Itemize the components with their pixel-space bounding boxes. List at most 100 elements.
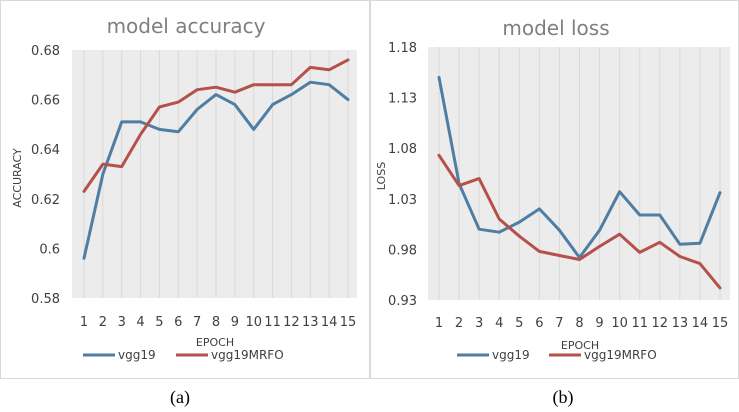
loss-x-tick-label: 10 (611, 316, 628, 331)
accuracy-x-tick-label: 5 (155, 315, 163, 330)
accuracy-chart-title: model accuracy (107, 14, 266, 38)
loss-series-vgg19-point (638, 213, 641, 217)
accuracy-y-tick-label: 0.58 (31, 292, 60, 307)
loss-series-vgg19MRFO-point (678, 255, 682, 258)
loss-y-tick-label: 1.13 (388, 92, 417, 107)
loss-series-vgg19-point (618, 190, 621, 193)
loss-series-vgg19MRFO-point (598, 245, 601, 248)
loss-y-tick-label: 0.98 (388, 243, 417, 258)
accuracy-x-tick-label: 9 (231, 315, 239, 330)
loss-x-tick-label: 5 (515, 316, 523, 331)
legend-label-vgg19: vgg19 (118, 348, 156, 362)
accuracy-series-vgg19MRFO-point (327, 68, 331, 72)
accuracy-x-tick-label: 8 (212, 315, 220, 330)
accuracy-series-vgg19-point (327, 83, 331, 86)
accuracy-series-vgg19-point (233, 103, 237, 106)
loss-series-vgg19MRFO-point (698, 262, 702, 265)
accuracy-series-vgg19MRFO-point (290, 83, 293, 86)
loss-series-vgg19-point (437, 76, 441, 79)
accuracy-series-vgg19MRFO-point (82, 190, 86, 193)
accuracy-x-tick-label: 11 (264, 315, 281, 330)
accuracy-x-tick-label: 3 (118, 315, 126, 330)
accuracy-series-vgg19-point (120, 120, 123, 124)
accuracy-y-tick-label: 0.68 (31, 44, 60, 59)
loss-legend: vgg19 vgg19MRFO (457, 348, 657, 362)
loss-x-tick-label: 4 (495, 316, 503, 331)
loss-series-vgg19-point (658, 213, 661, 217)
accuracy-series-vgg19-point (290, 93, 293, 96)
loss-series-vgg19MRFO-point (437, 154, 441, 157)
accuracy-series-vgg19MRFO-point (120, 165, 123, 168)
accuracy-series-vgg19-point (195, 108, 199, 111)
accuracy-series-vgg19-point (271, 103, 274, 106)
accuracy-plot-background (72, 50, 357, 298)
loss-x-tick-label: 8 (575, 316, 583, 331)
accuracy-y-tick-label: 0.62 (31, 193, 60, 208)
accuracy-series-vgg19MRFO-point (309, 66, 312, 69)
loss-series-vgg19-point (718, 191, 722, 194)
loss-series-vgg19MRFO-point (718, 286, 722, 290)
accuracy-series-vgg19-point (177, 130, 180, 134)
accuracy-x-tick-label: 12 (283, 315, 300, 330)
loss-x-tick-label: 7 (555, 316, 563, 331)
loss-series-vgg19MRFO-point (538, 250, 541, 253)
legend-label-vgg19MRFO: vgg19MRFO (211, 348, 284, 362)
loss-series-vgg19MRFO-point (558, 254, 561, 257)
loss-series-vgg19MRFO-point (658, 241, 661, 244)
accuracy-series-vgg19-point (158, 128, 161, 131)
accuracy-x-tick-label: 6 (174, 315, 182, 330)
loss-series-vgg19MRFO-point (457, 184, 461, 187)
loss-x-tick-label: 15 (712, 316, 729, 331)
accuracy-series-vgg19MRFO-point (214, 86, 218, 89)
loss-x-tick-label: 9 (595, 316, 603, 331)
loss-chart-title: model loss (502, 16, 609, 40)
accuracy-series-vgg19-point (309, 81, 312, 84)
caption-a: (a) (170, 387, 190, 408)
accuracy-y-tick-label: 0.6 (39, 242, 60, 257)
accuracy-series-vgg19-point (346, 98, 350, 101)
accuracy-series-vgg19MRFO-point (158, 105, 161, 109)
loss-y-axis-label: LOSS (375, 162, 388, 190)
accuracy-series-vgg19-point (139, 120, 142, 124)
accuracy-chart-panel: 0.580.60.620.640.660.681 2 3 4 5 6 7 8 9 10 11 12 13… (0, 0, 370, 379)
loss-series-vgg19MRFO-point (618, 233, 621, 236)
loss-y-tick-label: 0.93 (388, 294, 417, 309)
loss-series-vgg19-point (538, 207, 541, 211)
loss-x-tick-label: 6 (535, 316, 543, 331)
loss-x-tick-label: 2 (455, 316, 463, 331)
loss-x-tick-label: 12 (652, 316, 669, 331)
loss-y-tick-label: 1.03 (388, 193, 417, 208)
accuracy-y-axis-label: ACCURACY (11, 148, 24, 208)
accuracy-y-tick-label: 0.64 (31, 143, 60, 158)
loss-chart-panel: 0.930.981.031.081.131.181 2 3 4 5 6 7 8 9 10 11 12 1… (370, 0, 739, 379)
accuracy-series-vgg19MRFO-point (233, 90, 237, 94)
accuracy-panel-border (0, 0, 370, 379)
accuracy-x-tick-label: 4 (136, 315, 144, 330)
accuracy-series-vgg19-point (82, 257, 86, 260)
loss-series-vgg19-point (558, 228, 561, 232)
loss-x-axis-label: EPOCH (561, 339, 599, 352)
loss-series-vgg19MRFO-point (638, 251, 641, 254)
accuracy-x-tick-label: 15 (340, 315, 357, 330)
accuracy-series-vgg19-point (252, 128, 255, 131)
loss-series-vgg19-point (698, 242, 702, 245)
loss-series-vgg19-point (598, 228, 601, 232)
accuracy-series-vgg19MRFO-point (271, 83, 274, 86)
accuracy-series-vgg19-point (214, 93, 218, 96)
legend-label-vgg19: vgg19 (492, 348, 530, 362)
loss-series-vgg19MRFO-point (578, 258, 581, 261)
loss-series-vgg19MRFO-point (518, 235, 521, 238)
loss-series-vgg19MRFO-point (477, 177, 481, 180)
loss-x-tick-label: 1 (435, 316, 443, 331)
loss-x-tick-label: 3 (475, 316, 483, 331)
accuracy-series-vgg19MRFO-point (195, 88, 199, 91)
accuracy-x-tick-label: 7 (193, 315, 201, 330)
accuracy-series-vgg19MRFO-point (101, 162, 105, 166)
loss-x-tick-label: 13 (672, 316, 689, 331)
loss-plot-area: 0.930.981.031.081.131.181 2 3 4 5 6 7 8 9 10 11 12 1… (388, 41, 730, 331)
loss-series-vgg19MRFO-point (498, 217, 501, 221)
loss-y-tick-label: 1.08 (388, 142, 417, 157)
accuracy-series-vgg19-point (101, 172, 105, 176)
accuracy-x-tick-label: 1 (80, 315, 88, 330)
